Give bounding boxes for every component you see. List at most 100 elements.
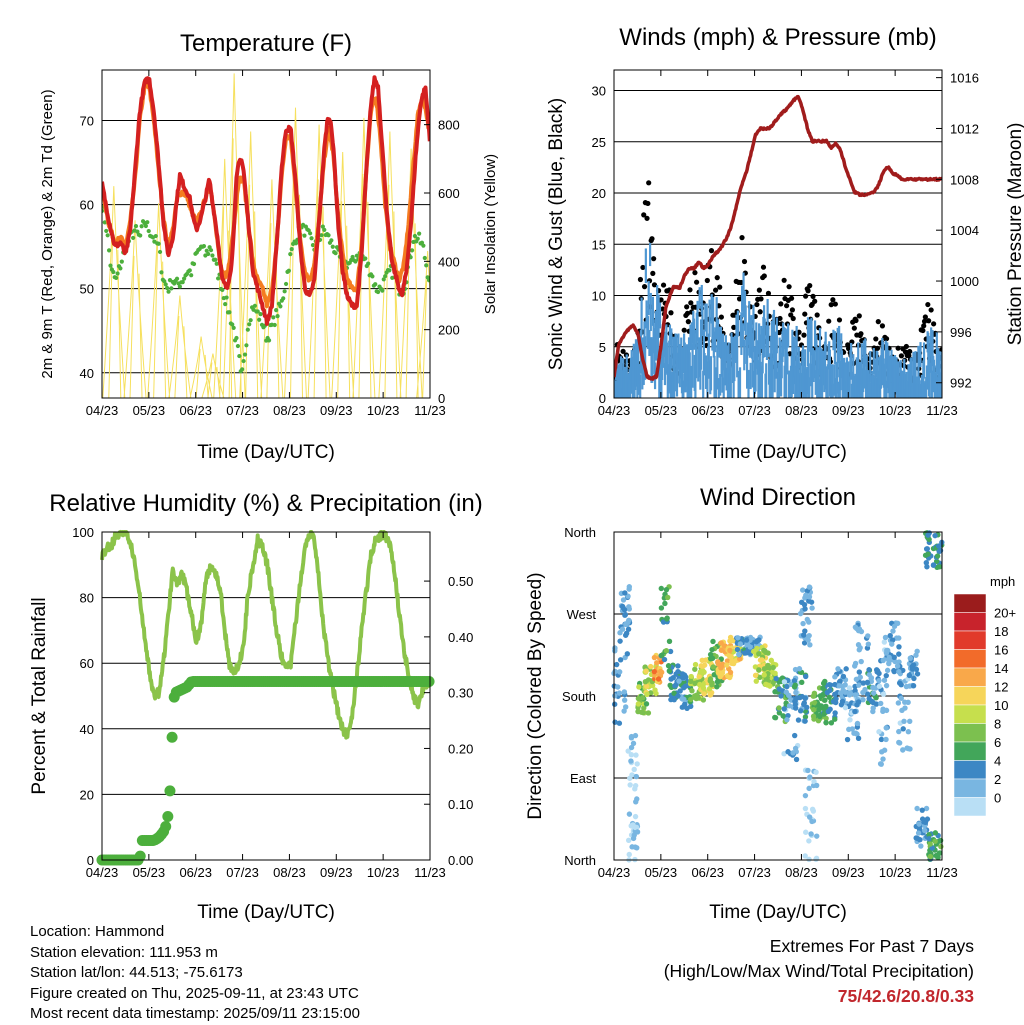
dewpoint-point xyxy=(105,233,110,238)
precip-point xyxy=(134,850,146,862)
direction-point xyxy=(802,805,809,812)
dewpoint-point xyxy=(354,253,359,258)
dewpoint-point xyxy=(234,335,239,341)
direction-point xyxy=(648,663,654,670)
direction-point xyxy=(627,782,633,788)
dewpoint-point xyxy=(214,261,219,266)
direction-frame xyxy=(613,531,943,861)
x-tick-label: 09/23 xyxy=(320,403,353,418)
gust-point xyxy=(790,315,796,322)
direction-point xyxy=(876,677,882,684)
direction-point xyxy=(896,739,902,746)
direction-point xyxy=(708,691,714,698)
gust-point xyxy=(907,348,913,355)
winds-panel: Winds (mph) & Pressure (mb) 0 5 10 15 20 25 30… xyxy=(546,24,1024,463)
y-right-tick-label: 1016 xyxy=(950,71,979,86)
direction-point xyxy=(852,663,858,669)
dewpoint-point xyxy=(421,243,426,248)
gust-point xyxy=(814,312,820,318)
gust-point xyxy=(788,295,795,301)
dewpoint-point xyxy=(187,268,192,273)
direction-point xyxy=(653,690,659,697)
direction-point xyxy=(870,699,876,706)
x-tick-label: 06/23 xyxy=(691,865,724,880)
legend-swatch xyxy=(953,686,987,706)
gust-point xyxy=(658,297,664,303)
direction-point xyxy=(836,683,843,689)
gust-point xyxy=(832,301,838,307)
direction-series xyxy=(611,530,945,863)
y-right-tick-label: 800 xyxy=(438,118,460,133)
gust-point xyxy=(921,318,928,324)
direction-point xyxy=(801,632,807,638)
dewpoint-point xyxy=(119,259,124,264)
direction-point xyxy=(832,710,838,716)
direction-point xyxy=(837,690,844,696)
direction-point xyxy=(676,678,682,684)
direction-point xyxy=(880,691,887,697)
direction-point xyxy=(832,674,838,680)
direction-point xyxy=(810,693,817,699)
dewpoint-point xyxy=(237,353,242,359)
dewpoint-point xyxy=(390,275,395,280)
direction-point xyxy=(828,720,835,726)
direction-point xyxy=(880,706,886,712)
y-tick-label: 0 xyxy=(87,853,94,868)
direction-point xyxy=(682,683,689,689)
gust-point xyxy=(731,324,737,330)
direction-point xyxy=(884,647,890,654)
direction-point xyxy=(631,766,637,773)
direction-point xyxy=(765,650,771,656)
dewpoint-point xyxy=(320,224,325,229)
direction-point xyxy=(881,639,888,645)
dewpoint-point xyxy=(373,282,378,287)
direction-point xyxy=(820,685,826,691)
dewpoint-point xyxy=(231,325,236,330)
direction-point xyxy=(932,838,938,844)
direction-point xyxy=(620,597,627,603)
y-tick-label: 100 xyxy=(72,525,94,540)
temperature-xlabel: Time (Day/UTC) xyxy=(197,442,335,463)
winds-frame xyxy=(613,69,943,399)
direction-ylabel: Direction (Colored By Speed) xyxy=(525,572,546,819)
direction-point xyxy=(868,675,875,681)
direction-point xyxy=(891,668,897,675)
direction-point xyxy=(628,758,634,764)
gust-point xyxy=(640,264,646,271)
direction-title: Wind Direction xyxy=(700,484,856,511)
direction-point xyxy=(675,663,681,669)
direction-point xyxy=(870,705,876,711)
gust-point xyxy=(858,331,864,337)
direction-point xyxy=(896,728,902,735)
direction-point xyxy=(851,730,857,736)
direction-point xyxy=(633,752,639,758)
direction-point xyxy=(772,689,778,695)
direction-points-group xyxy=(611,530,945,863)
gust-point xyxy=(805,288,811,294)
direction-point xyxy=(902,699,908,705)
direction-point xyxy=(701,662,708,668)
direction-point xyxy=(847,717,853,723)
direction-point xyxy=(643,701,650,707)
direction-point xyxy=(671,690,677,696)
direction-point xyxy=(864,691,871,697)
direction-point xyxy=(635,695,642,702)
legend-label: 14 xyxy=(994,661,1008,676)
x-tick-label: 08/23 xyxy=(785,865,818,880)
temperature-series xyxy=(102,73,430,398)
y-right-tick-label: 0.30 xyxy=(448,686,473,701)
x-tick-label: 11/23 xyxy=(926,403,958,418)
dewpoint-point xyxy=(370,274,375,279)
gust-point xyxy=(758,296,764,302)
direction-point xyxy=(889,637,896,643)
dewpoint-point xyxy=(426,278,430,283)
direction-point xyxy=(706,686,713,692)
gust-point xyxy=(926,318,932,324)
direction-point xyxy=(914,805,920,812)
direction-point xyxy=(703,657,709,663)
direction-point xyxy=(792,745,799,752)
x-tick-label: 10/23 xyxy=(367,865,400,880)
direction-point xyxy=(612,693,618,699)
direction-point xyxy=(724,658,731,664)
direction-point xyxy=(864,679,871,686)
